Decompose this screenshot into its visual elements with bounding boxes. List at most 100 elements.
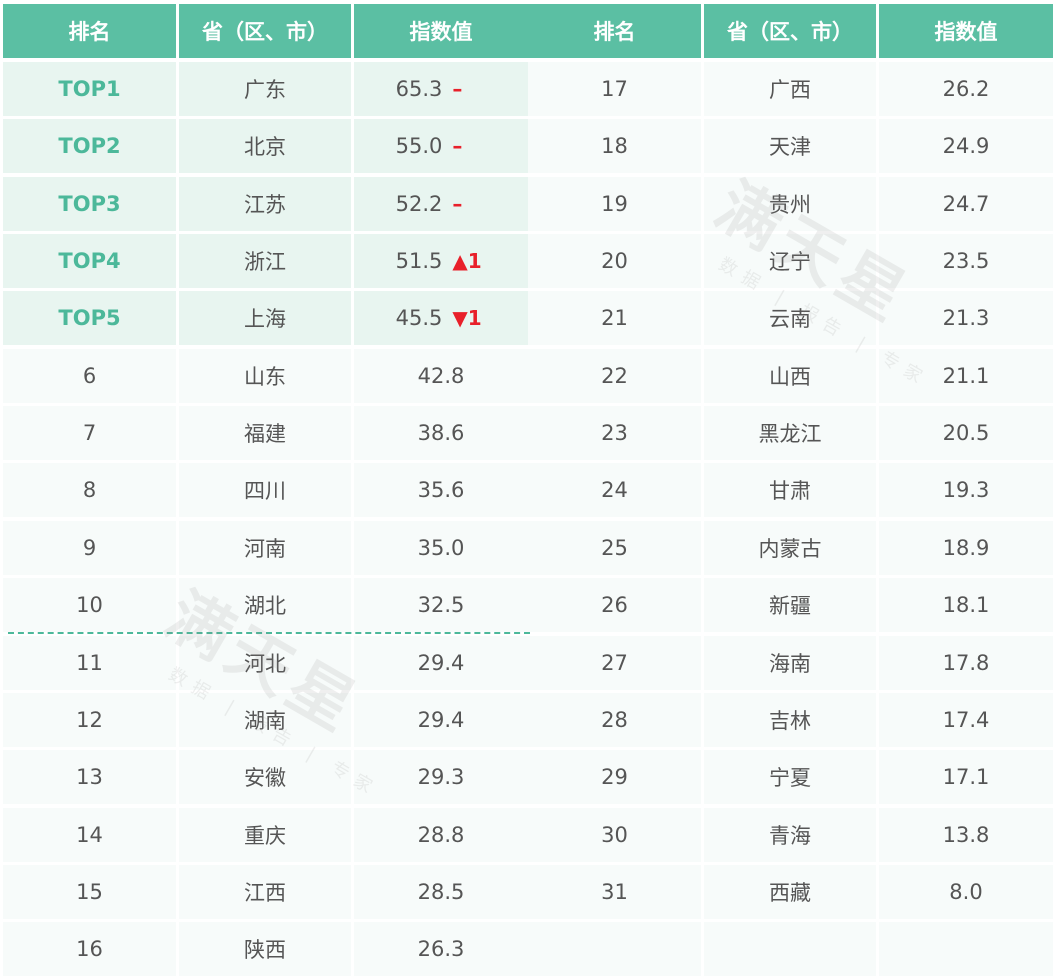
table-row: 24 甘肃 19.3 bbox=[528, 463, 1053, 518]
index-value: 38.6 bbox=[417, 421, 465, 446]
index-value: 18.1 bbox=[942, 593, 990, 618]
rank-cell: 20 bbox=[528, 234, 701, 289]
header-province: 省（区、市） bbox=[704, 4, 876, 58]
index-cell: 8.0 bbox=[879, 864, 1053, 919]
province-cell: 甘肃 bbox=[704, 463, 876, 518]
rank-cell: TOP3 bbox=[3, 176, 176, 231]
index-value: 35.6 bbox=[417, 478, 465, 503]
header-index: 指数值 bbox=[879, 4, 1053, 58]
rank-change-badge: – bbox=[452, 191, 463, 216]
table-row: TOP1 广东 65.3– bbox=[3, 62, 528, 116]
rank-cell: 28 bbox=[528, 692, 701, 747]
header-index: 指数值 bbox=[354, 4, 528, 58]
rank-cell: 30 bbox=[528, 807, 701, 862]
rank-cell: 31 bbox=[528, 864, 701, 919]
province-cell: 江西 bbox=[179, 864, 351, 919]
table-row: 9 河南 35.0 bbox=[3, 520, 528, 575]
province-cell: 重庆 bbox=[179, 807, 351, 862]
index-cell: 35.0 bbox=[354, 520, 528, 575]
index-cell: 45.5 ▼1 bbox=[354, 291, 528, 346]
index-cell: 29.4 bbox=[354, 635, 528, 690]
province-cell: 浙江 bbox=[179, 234, 351, 289]
rank-cell: TOP4 bbox=[3, 234, 176, 289]
rank-cell: TOP2 bbox=[3, 119, 176, 174]
province-cell: 四川 bbox=[179, 463, 351, 518]
rank-cell: 17 bbox=[528, 62, 701, 116]
rank-cell: 24 bbox=[528, 463, 701, 518]
top10-divider-line bbox=[8, 632, 530, 634]
index-cell: 26.3 bbox=[354, 922, 528, 977]
province-cell: 广西 bbox=[704, 62, 876, 116]
table-row: 10 湖北 32.5 bbox=[3, 578, 528, 633]
rank-cell: 12 bbox=[3, 692, 176, 747]
table-row: 12 湖南 29.4 bbox=[3, 692, 528, 747]
province-cell: 山东 bbox=[179, 348, 351, 403]
rank-cell: 26 bbox=[528, 578, 701, 633]
province-cell: 上海 bbox=[179, 291, 351, 346]
table-header-row: 排名 省（区、市） 指数值 bbox=[528, 4, 1053, 58]
province-cell: 广东 bbox=[179, 62, 351, 116]
index-cell: 38.6 bbox=[354, 406, 528, 461]
rank-cell: 22 bbox=[528, 348, 701, 403]
index-cell: 13.8 bbox=[879, 807, 1053, 862]
province-cell: 吉林 bbox=[704, 692, 876, 747]
index-cell bbox=[879, 922, 1053, 977]
rank-change-badge: – bbox=[452, 134, 463, 159]
province-cell: 青海 bbox=[704, 807, 876, 862]
index-cell: 51.5 ▲1 bbox=[354, 234, 528, 289]
table-row: 26 新疆 18.1 bbox=[528, 578, 1053, 633]
table-row: TOP5 上海 45.5 ▼1 bbox=[3, 291, 528, 346]
index-value: 21.3 bbox=[942, 306, 990, 331]
index-value: 55.0 bbox=[395, 134, 443, 159]
province-cell: 内蒙古 bbox=[704, 520, 876, 575]
index-cell: 35.6 bbox=[354, 463, 528, 518]
index-cell: 29.3 bbox=[354, 750, 528, 805]
table-row: 11 河北 29.4 bbox=[3, 635, 528, 690]
table-row: 18 天津 24.9 bbox=[528, 119, 1053, 174]
index-cell: 18.9 bbox=[879, 520, 1053, 575]
index-value: 17.4 bbox=[942, 707, 990, 732]
index-value: 24.7 bbox=[942, 191, 990, 216]
rank-cell: 11 bbox=[3, 635, 176, 690]
header-rank: 排名 bbox=[3, 4, 176, 58]
header-rank: 排名 bbox=[528, 4, 701, 58]
rank-cell: 16 bbox=[3, 922, 176, 977]
rank-cell: 27 bbox=[528, 635, 701, 690]
province-cell: 陕西 bbox=[179, 922, 351, 977]
table-row: 7 福建 38.6 bbox=[3, 406, 528, 461]
table-row: 17 广西 26.2 bbox=[528, 62, 1053, 116]
table-row: 15 江西 28.5 bbox=[3, 864, 528, 919]
table-row: 31 西藏 8.0 bbox=[528, 864, 1053, 919]
rank-cell: 8 bbox=[3, 463, 176, 518]
index-value: 32.5 bbox=[417, 593, 465, 618]
table-row: 22 山西 21.1 bbox=[528, 348, 1053, 403]
province-cell: 黑龙江 bbox=[704, 406, 876, 461]
table-row: TOP3 江苏 52.2– bbox=[3, 176, 528, 231]
index-value: 45.5 bbox=[395, 306, 443, 331]
table-row: 20 辽宁 23.5 bbox=[528, 234, 1053, 289]
table-row: 13 安徽 29.3 bbox=[3, 750, 528, 805]
province-cell: 贵州 bbox=[704, 176, 876, 231]
province-cell: 湖北 bbox=[179, 578, 351, 633]
province-cell: 云南 bbox=[704, 291, 876, 346]
index-value: 8.0 bbox=[949, 879, 983, 904]
table-row bbox=[528, 922, 1053, 977]
index-cell: 42.8 bbox=[354, 348, 528, 403]
index-cell: 21.1 bbox=[879, 348, 1053, 403]
index-value: 19.3 bbox=[942, 478, 990, 503]
index-value: 28.5 bbox=[417, 879, 465, 904]
index-cell: 32.5 bbox=[354, 578, 528, 633]
table-row: 23 黑龙江 20.5 bbox=[528, 406, 1053, 461]
rank-cell bbox=[528, 922, 701, 977]
index-value: 24.9 bbox=[942, 134, 990, 159]
province-cell: 辽宁 bbox=[704, 234, 876, 289]
table-row: 16 陕西 26.3 bbox=[3, 922, 528, 977]
province-cell: 北京 bbox=[179, 119, 351, 174]
index-value: 23.5 bbox=[942, 249, 990, 274]
table-row: TOP2 北京 55.0– bbox=[3, 119, 528, 174]
index-value: 26.3 bbox=[417, 937, 465, 962]
rank-cell: TOP5 bbox=[3, 291, 176, 346]
index-cell: 23.5 bbox=[879, 234, 1053, 289]
index-cell: 24.9 bbox=[879, 119, 1053, 174]
index-value: 52.2 bbox=[395, 191, 443, 216]
